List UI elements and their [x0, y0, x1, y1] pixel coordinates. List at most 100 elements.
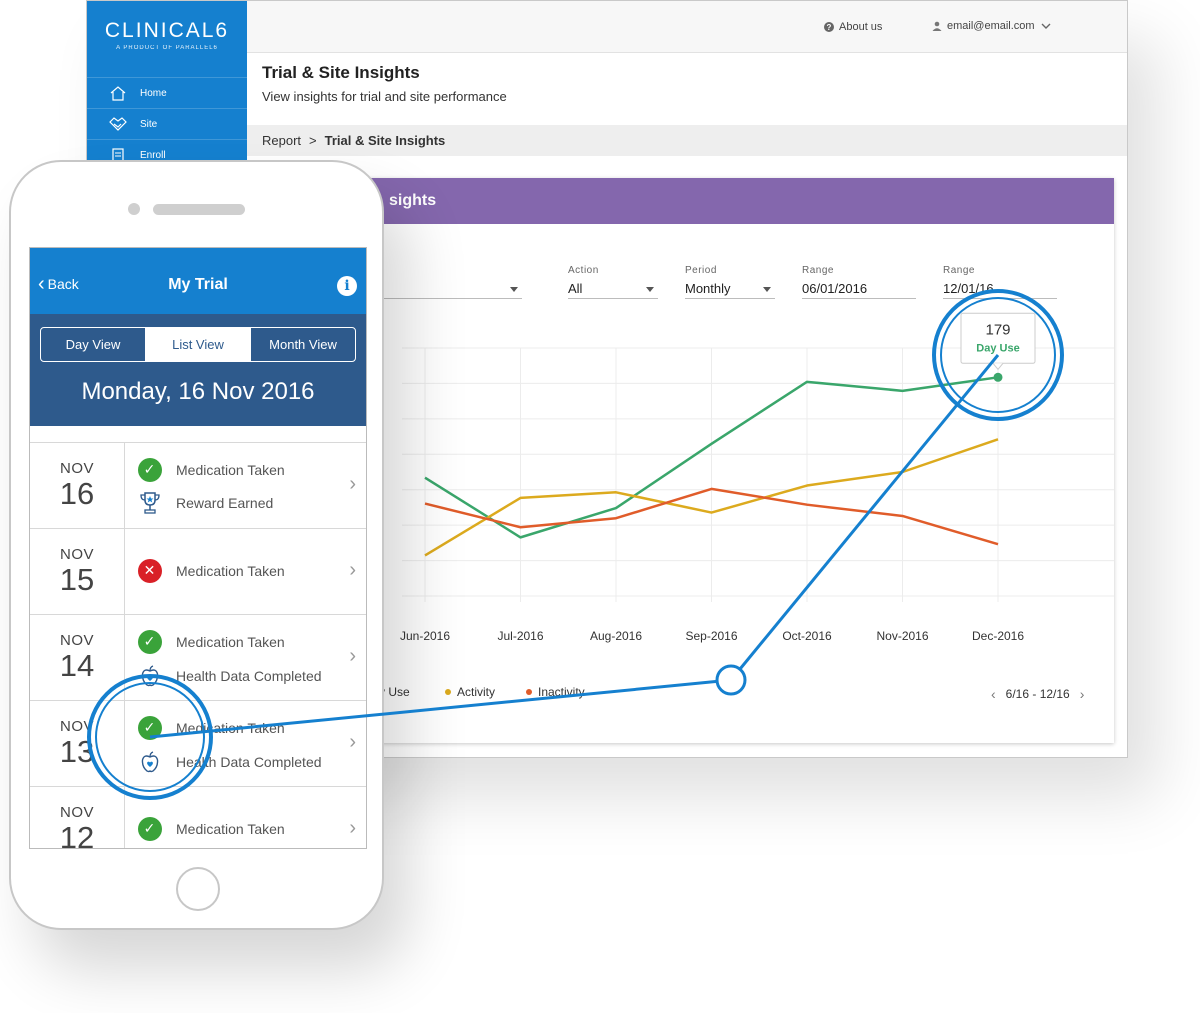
logo: CLINICAL6 A PRODUCT OF PARALLEL6 [87, 1, 247, 77]
x-tick-label: Jun-2016 [400, 629, 450, 643]
check-icon: ✓ [137, 715, 162, 740]
breadcrumb-current: Trial & Site Insights [324, 133, 446, 148]
list-item[interactable]: NOV 16 ✓ Medication Taken Reward Earned … [30, 443, 366, 529]
chevron-right-icon: › [349, 559, 356, 581]
home-icon [109, 85, 127, 101]
about-us-label: About us [839, 21, 883, 33]
home-button[interactable] [176, 867, 220, 911]
info-icon[interactable]: i [337, 276, 357, 296]
event-entry: Reward Earned [137, 490, 273, 515]
tooltip-label: Day Use [976, 342, 1019, 354]
event-text: Medication Taken [176, 633, 285, 650]
line-chart: Jun-2016 Jul-2016 Aug-2016 Sep-2016 Oct-2016… [400, 312, 1114, 643]
event-text: Medication Taken [176, 820, 285, 837]
tooltip-pointer [992, 362, 1004, 371]
sidebar-item-label: Site [140, 118, 158, 130]
month-label: NOV [59, 632, 94, 649]
page-title: Trial & Site Insights [262, 63, 420, 82]
selected-date: Monday, 16 Nov 2016 [81, 378, 315, 405]
day-number: 13 [59, 734, 95, 769]
event-entry: Health Data Completed [137, 663, 322, 688]
page-header: Trial & Site Insights View insights for … [262, 63, 507, 104]
tab-day-view[interactable]: Day View [41, 328, 146, 361]
legend-label: Inactivity [538, 685, 585, 699]
list-item[interactable]: NOV 14 ✓ Medication Taken Health Data Co… [30, 615, 366, 701]
tab-list-view[interactable]: List View [146, 328, 251, 361]
day-number: 15 [59, 562, 95, 597]
filter-value: Monthly [685, 281, 731, 296]
apple-icon [137, 749, 162, 774]
event-entry: ✓ Medication Taken [137, 816, 285, 841]
pager-label: 6/16 - 12/16 [1005, 687, 1070, 701]
filter-period[interactable]: Period Monthly [685, 265, 775, 299]
chevron-right-icon: › [349, 473, 356, 495]
list-item[interactable]: NOV 15 ✕ Medication Taken › [30, 529, 366, 615]
filter-label: Period [685, 265, 717, 276]
breadcrumb-parent[interactable]: Report [262, 133, 302, 148]
x-tick-label: Nov-2016 [876, 629, 928, 643]
insights-card: sights o Action All Period Monthly Range… [257, 178, 1114, 743]
event-text: Medication Taken [176, 562, 285, 579]
app-title: My Trial [168, 276, 228, 293]
chevron-right-icon[interactable]: › [1079, 686, 1085, 702]
user-menu[interactable]: email@email.com [932, 20, 1051, 32]
apple-icon [137, 663, 162, 688]
date-cell: NOV 13 [30, 701, 125, 786]
logo-tagline: A PRODUCT OF PARALLEL6 [116, 45, 218, 51]
day-number: 16 [59, 476, 95, 511]
x-tick-label: Dec-2016 [972, 629, 1024, 643]
event-text: Medication Taken [176, 461, 285, 478]
about-us-link[interactable]: ? About us [824, 21, 882, 33]
legend-item-inactivity: Inactivity [526, 685, 585, 699]
breadcrumb: Report > Trial & Site Insights [247, 125, 1127, 156]
sidebar-item-label: Home [140, 87, 167, 99]
list-item[interactable]: NOV 13 ✓ Medication Taken Health Data Co… [30, 701, 366, 787]
chevron-down-icon [1041, 23, 1051, 29]
legend-dot [445, 689, 451, 695]
chevron-right-icon: › [349, 817, 356, 839]
user-email: email@email.com [947, 20, 1035, 32]
list-spacer [30, 426, 366, 443]
date-cell: NOV 15 [30, 529, 125, 614]
handshake-icon [109, 116, 127, 132]
sidebar-item-home[interactable]: Home [87, 77, 247, 108]
sidebar-item-label: Enroll [140, 149, 166, 161]
event-entry: ✓ Medication Taken [137, 629, 285, 654]
check-icon: ✓ [137, 816, 162, 841]
x-tick-label: Oct-2016 [782, 629, 832, 643]
tab-month-view[interactable]: Month View [269, 337, 337, 352]
card-title-bar: sights [257, 178, 1114, 224]
filter-label: Action [568, 265, 599, 276]
top-bar: ? About us email@email.com [247, 1, 1127, 53]
event-entry: ✕ Medication Taken [137, 558, 285, 583]
event-text: Health Data Completed [176, 753, 322, 770]
day-number: 14 [59, 648, 95, 683]
chevron-left-icon[interactable]: ‹ [991, 686, 996, 702]
chevron-right-icon: › [349, 731, 356, 753]
month-label: NOV [59, 546, 94, 563]
help-icon: ? [824, 22, 834, 32]
speaker-grille [153, 204, 245, 215]
chevron-right-icon: › [349, 645, 356, 667]
list-item[interactable]: NOV 12 ✓ Medication Taken › [30, 787, 366, 848]
filter-range-start[interactable]: Range 06/01/2016 [802, 265, 916, 299]
legend-dot [526, 689, 532, 695]
event-text: Health Data Completed [176, 667, 322, 684]
event-entry: ✓ Medication Taken [137, 457, 285, 482]
user-icon [932, 21, 942, 31]
event-entry: Health Data Completed [137, 749, 322, 774]
event-entry: ✓ Medication Taken [137, 715, 285, 740]
caret-down-icon [763, 287, 771, 292]
legend-label: Activity [457, 685, 496, 699]
trophy-icon [137, 490, 162, 515]
x-tick-label: Aug-2016 [590, 629, 642, 643]
sidebar-item-site[interactable]: Site [87, 108, 247, 139]
back-button[interactable]: ‹ Back [38, 273, 79, 295]
page-subtitle: View insights for trial and site perform… [262, 89, 507, 104]
chevron-left-icon: ‹ [38, 273, 45, 295]
breadcrumb-separator: > [309, 133, 317, 148]
phone-screen: ‹ Back My Trial i Day View List View Mon… [29, 247, 367, 849]
filter-action[interactable]: Action All [568, 265, 658, 299]
check-icon: ✓ [137, 629, 162, 654]
